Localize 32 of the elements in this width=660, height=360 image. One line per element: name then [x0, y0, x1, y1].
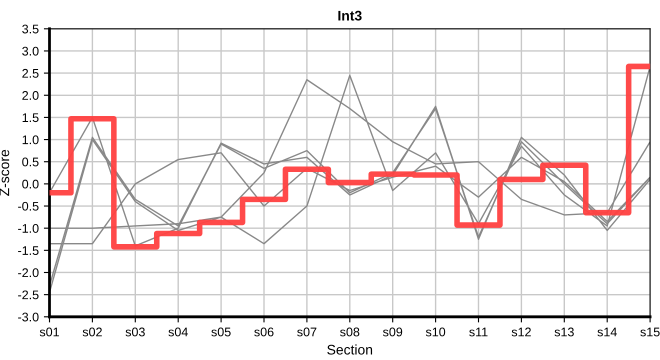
y-tick-label: 1.5 [22, 113, 39, 122]
y-tick-label: 0.0 [22, 180, 39, 189]
x-tick-label: s08 [340, 328, 360, 336]
x-tick-label: s09 [382, 328, 402, 336]
x-tick-label: s10 [426, 328, 446, 336]
x-tick-label: s06 [254, 328, 274, 336]
y-tick-label: 2.5 [22, 68, 39, 78]
x-tick-label: s02 [82, 328, 102, 336]
x-tick-label: s07 [297, 328, 316, 336]
y-tick-label: 1.0 [22, 135, 39, 144]
y-tick-label: 0.5 [22, 158, 39, 166]
y-tick-label: -1.5 [18, 246, 39, 255]
y-tick-label: -1.0 [18, 224, 39, 233]
x-tick-label: s03 [126, 328, 145, 336]
x-tick-label: s01 [40, 328, 59, 336]
chart-title: Int3 [338, 10, 362, 21]
y-tick-label: -3.0 [18, 312, 39, 322]
y-tick-label: 3.0 [22, 46, 39, 56]
y-tick-label: -2.5 [18, 290, 39, 300]
x-tick-label: s14 [597, 328, 617, 336]
x-axis-title: Section [327, 344, 372, 355]
x-tick-label: s11 [469, 328, 488, 336]
x-tick-label: s15 [640, 328, 660, 336]
x-tick-label: s05 [211, 328, 231, 336]
x-tick-label: s04 [168, 328, 188, 336]
x-tick-label: s13 [554, 328, 574, 336]
y-tick-label: -2.0 [18, 268, 39, 278]
y-axis-title: Z-score [0, 150, 10, 196]
y-tick-label: 3.5 [22, 24, 39, 34]
x-tick-label: s12 [512, 328, 531, 336]
y-tick-label: -0.5 [18, 202, 39, 211]
y-tick-label: 2.0 [22, 91, 39, 100]
